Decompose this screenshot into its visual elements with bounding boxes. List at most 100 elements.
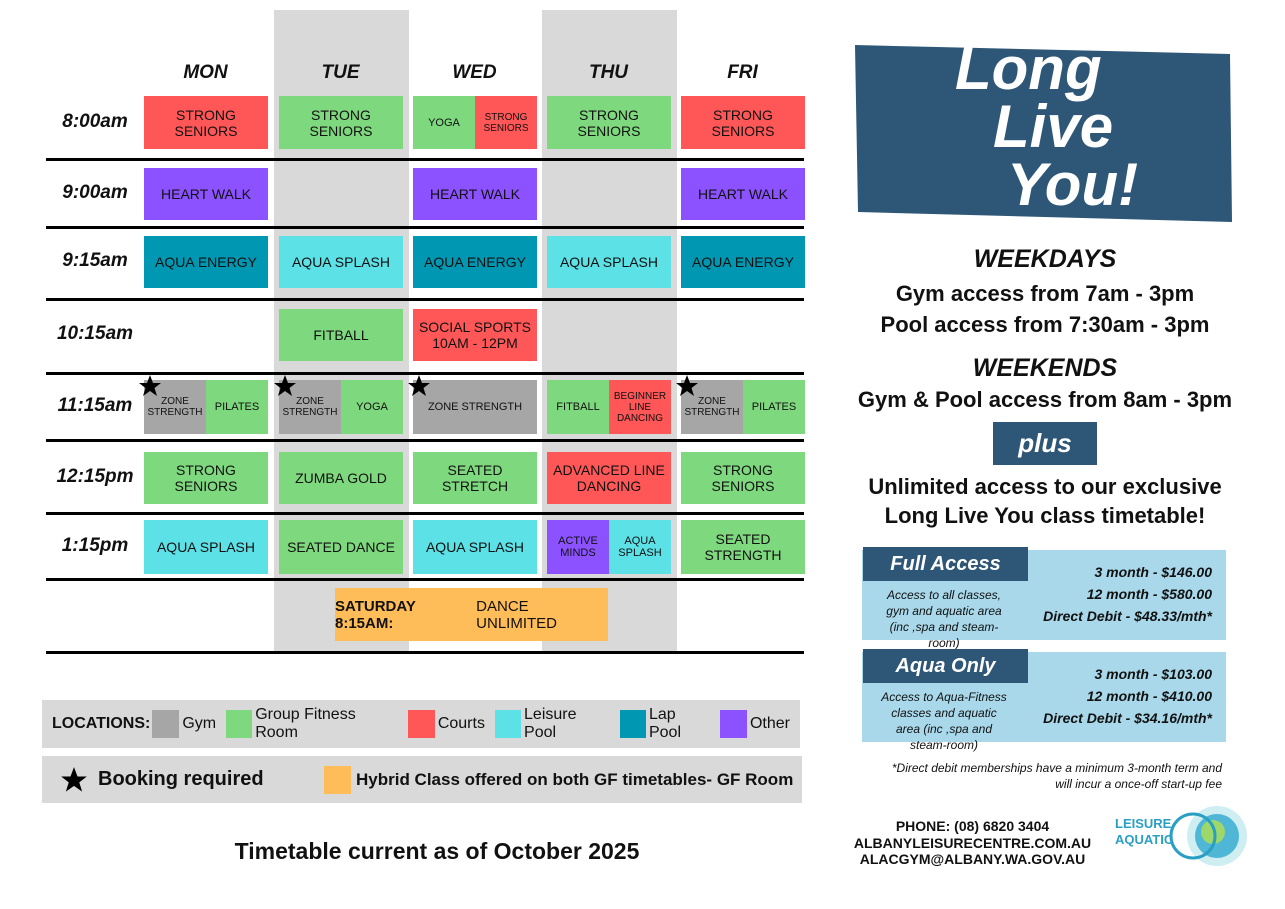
hybrid-text: Hybrid Class offered on both GF timetabl… [356, 769, 794, 789]
debit-note: *Direct debit memberships have a minimum… [891, 761, 1222, 791]
logo-text: LEISURE [1115, 816, 1172, 831]
time-label: 9:00am [62, 182, 128, 203]
class-block: ZONE STRENGTH [139, 375, 206, 434]
class-block: AQUA SPLASH [413, 520, 537, 574]
plan-price: 3 month - $146.00 [1094, 564, 1213, 580]
row-separator [46, 439, 804, 442]
class-block: STRONG SENIORS [547, 96, 671, 149]
logo-text: AQUATIC [1115, 832, 1174, 847]
title-line: Long [955, 35, 1102, 102]
class-cell: SEATED DANCE [279, 520, 403, 574]
class-block: AQUA ENERGY [681, 236, 805, 288]
saturday-block: SATURDAY 8:15AM: DANCE UNLIMITED [335, 588, 608, 641]
class-block: PILATES [743, 380, 805, 434]
legend-swatch [152, 710, 180, 738]
class-block: FITBALL [547, 380, 609, 434]
booking-text: Booking required [98, 768, 264, 790]
class-cell: AQUA ENERGY [413, 236, 537, 288]
contact-line: PHONE: (08) 6820 3404 [895, 818, 1050, 834]
logo: LEISURE AQUATIC [1115, 806, 1247, 866]
locations-legend: LOCATIONS: Gym Group Fitness Room Courts Le… [42, 700, 800, 748]
class-cell: ZONE STRENGTH [408, 375, 537, 434]
class-block: AQUA SPLASH [547, 236, 671, 288]
footer-note: Timetable current as of October 2025 [234, 838, 640, 864]
legend-swatch [619, 710, 646, 738]
class-block: HEART WALK [681, 168, 805, 220]
plan-tab: Aqua Only [863, 649, 1028, 683]
row-separator [46, 512, 804, 515]
class-block: SOCIAL SPORTS 10AM - 12PM [413, 309, 537, 361]
class-block: YOGA [341, 380, 403, 434]
unlimited-line: Unlimited access to our exclusive [868, 474, 1222, 499]
class-cell: ZONE STRENGTH PILATES [676, 375, 805, 434]
class-block: HEART WALK [413, 168, 537, 220]
legend-item: Gym [152, 710, 216, 738]
time-label: 11:15am [57, 395, 133, 416]
contact-line: ALBANYLEISURECENTRE.COM.AU [853, 834, 1092, 851]
class-cell: FITBALL BEGINNER LINE DANCING [547, 380, 671, 434]
unlimited-line: Long Live You class timetable! [884, 503, 1206, 528]
legend-label: Leisure Pool [524, 706, 577, 741]
time-label: 1:15pm [61, 535, 129, 556]
booking-star [139, 375, 161, 396]
legend-label: Other [749, 715, 790, 732]
day-header: MON [183, 62, 228, 83]
legend-label: Courts [437, 715, 485, 732]
booking-legend: Booking required Hybrid Class offered on… [42, 756, 802, 803]
class-block: FITBALL [279, 309, 403, 361]
class-block: STRONG SENIORS [681, 96, 805, 149]
class-block: SEATED STRENGTH [681, 520, 805, 574]
legend-item: Leisure Pool [494, 706, 610, 742]
legend-swatch [226, 710, 253, 738]
class-block: AQUA ENERGY [144, 236, 268, 288]
class-block: YOGA [413, 96, 475, 149]
class-block: STRONG SENIORS [475, 96, 537, 149]
class-block: ADVANCED LINE DANCING [547, 452, 671, 504]
class-block: STRONG SENIORS [144, 452, 268, 504]
class-cell: STRONG SENIORS [547, 96, 671, 149]
class-cell: AQUA SPLASH [413, 520, 537, 574]
class-cell: ADVANCED LINE DANCING [547, 452, 671, 504]
time-label: 9:15am [62, 250, 128, 271]
day-header: FRI [727, 62, 758, 83]
plan-price: Direct Debit - $34.16/mth* [1043, 710, 1212, 726]
class-cell: SEATED STRENGTH [681, 520, 805, 574]
legend-swatch [719, 710, 747, 738]
legend-label: Lap Pool [648, 706, 682, 741]
saturday-label: DANCE UNLIMITED [476, 597, 558, 632]
class-cell: ZONE STRENGTH PILATES [139, 375, 268, 434]
legend-swatch [324, 765, 351, 794]
plus-badge: plus [993, 422, 1097, 465]
saturday-prefix: SATURDAY 8:15AM: [335, 597, 416, 632]
class-block: ZONE STRENGTH [676, 375, 743, 434]
class-block: AQUA SPLASH [279, 236, 403, 288]
class-block: ZUMBA GOLD [279, 452, 403, 504]
class-cell: HEART WALK [681, 168, 805, 220]
row-separator [46, 226, 804, 229]
class-cell: AQUA ENERGY [681, 236, 805, 288]
row-separator [46, 158, 804, 161]
hours-line: Pool access from 7:30am - 3pm [880, 312, 1210, 337]
row-separator [46, 578, 804, 581]
class-cell: STRONG SENIORS [144, 96, 268, 149]
banner-title: Long Live You! [955, 35, 1139, 218]
plan-description: Access to Aqua-Fitness classes and aquat… [881, 690, 1007, 752]
contact-line: ALACGYM@ALBANY.WA.GOV.AU [859, 851, 1086, 867]
class-cell: YOGA STRONG SENIORS [413, 96, 537, 149]
title-line: You! [1007, 151, 1139, 218]
class-block: AQUA SPLASH [144, 520, 268, 574]
row-separator [46, 651, 804, 654]
plan-price: 12 month - $580.00 [1086, 586, 1212, 602]
day-header: THU [588, 62, 629, 83]
class-block: ZONE STRENGTH [274, 375, 341, 434]
class-block: HEART WALK [144, 168, 268, 220]
legend-title: LOCATIONS: [52, 715, 151, 732]
booking-star [408, 375, 430, 396]
title-banner [855, 45, 1232, 222]
class-cell: HEART WALK [413, 168, 537, 220]
class-cell: AQUA SPLASH [144, 520, 268, 574]
legend-swatch [407, 710, 435, 738]
class-cell: SEATED STRETCH [413, 452, 537, 504]
class-cell: AQUA SPLASH [279, 236, 403, 288]
